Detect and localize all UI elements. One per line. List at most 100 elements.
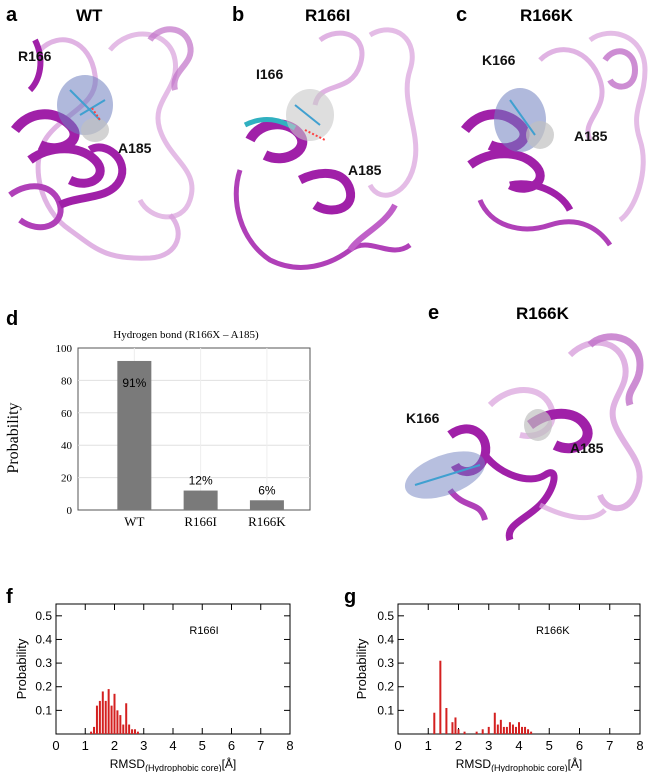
hist-bar [451,722,454,734]
data-label: 12% [189,474,213,488]
hist-bar [521,726,524,734]
x-tick-label: 2 [455,738,462,753]
residue-label-a-185: A185 [118,140,152,156]
y-tick-label: 80 [61,375,73,387]
hist-bar [101,691,104,734]
data-label: 91% [122,376,146,390]
hist-bar [439,660,442,734]
x-tick-label: 7 [606,738,613,753]
protein-structure-e [404,333,644,542]
hist-bar [104,700,107,734]
residue-label-c-166: K166 [482,52,516,68]
hist-bar [113,693,116,734]
hist-bar [454,717,457,734]
residue-label-e-185: A185 [570,440,604,456]
hist-bar [116,710,119,734]
y-tick-label: 60 [61,408,73,420]
y-tick-label: 20 [61,473,73,485]
x-tick-label: R166K [248,514,286,529]
panel-letter-a: a [6,4,18,26]
hist-bar [487,726,490,734]
y-tick-label: 0.3 [377,656,394,670]
y-tick-label: 0.5 [35,609,52,623]
y-tick-label: 0.1 [35,703,52,717]
hist-bar [122,724,125,734]
bars: 91% 12% 6% [117,360,284,510]
hist-bar [107,689,110,734]
y-tick-label: 0.5 [377,609,394,623]
y-ticks: 0 20 40 60 80 100 [56,343,73,517]
residue-label-e-166: K166 [406,410,440,426]
x-tick-label: 3 [140,738,147,753]
y-tick-label: 40 [61,440,73,452]
x-tick-label: 0 [394,738,401,753]
rmsd-histogram-f: 0.1 0.2 0.3 0.4 0.5 0 1 2 3 4 5 6 7 8 R166I Probability… [14,603,294,772]
y-tick-label: 0.4 [377,632,394,646]
y-tick-label: 0 [67,505,73,517]
y-tick-label: 0.2 [35,680,52,694]
hist-bar [133,729,136,734]
hist-bar [502,726,505,734]
hist-bar [136,731,139,734]
x-tick-label: 5 [546,738,553,753]
x-tick-label: 0 [52,738,59,753]
hist-bar [496,724,499,734]
x-tick-label: 7 [257,738,264,753]
protein-structure-c [461,30,648,247]
panel-letter-d: d [6,308,19,330]
protein-structure-a [8,26,195,261]
hist-bar [119,715,122,734]
hist-bar [508,722,511,734]
y-tick-label: 0.3 [35,656,52,670]
chart-title: Hydrogen bond (R166X – A185) [113,329,259,341]
hbond-bar-chart: Hydrogen bond (R166X – A185) Probability… [5,329,311,529]
y-tick-label: 100 [56,343,73,355]
hist-bar [511,724,514,734]
x-tick-label: 6 [576,738,583,753]
x-tick-label: 4 [515,738,522,753]
panel-letter-c: c [456,4,468,26]
hist-bar [530,731,533,734]
hist-bar [493,712,496,734]
x-tick-label: 4 [169,738,176,753]
plot-frame [55,603,291,735]
protein-structure-b [233,27,419,270]
panel-letter-b: b [232,4,245,26]
hist-bar [514,726,517,734]
y-axis-label: Probability [14,638,29,699]
hist-bar [463,731,466,734]
hist-bar [95,705,98,734]
residue-label-a-166: R166 [18,48,52,64]
hist-bar [481,729,484,734]
panel-letter-g: g [344,586,357,608]
hist-bar [499,719,502,734]
residue-label-b-185: A185 [348,162,382,178]
panel-title-c: R166K [520,6,573,25]
data-label: 6% [258,483,276,497]
x-tick-label: 3 [485,738,492,753]
bar-r166k [249,500,284,510]
x-tick-label: 1 [82,738,89,753]
x-tick-label: 5 [199,738,206,753]
panel-letter-f: f [6,586,13,608]
bar-r166i [183,490,218,510]
hist-bar [128,724,131,734]
hist-bar [433,712,436,734]
hist-bar [527,729,530,734]
hist-bar [445,708,448,734]
series-annotation: R166I [189,625,218,637]
x-tick-label: WT [124,514,144,529]
y-axis-label: Probability [5,402,22,473]
x-tick-label: 6 [228,738,235,753]
panel-title-e: R166K [516,304,569,323]
rmsd-histogram-g: 0.1 0.2 0.3 0.4 0.5 0 1 2 3 4 5 6 7 8 R166K Probability… [354,603,644,772]
residue-label-b-166: I166 [256,66,284,82]
y-tick-label: 0.2 [377,680,394,694]
x-axis-label: RMSD(Hydrophobic core)[Å] [110,756,237,772]
series-annotation: R166K [536,625,570,637]
bar-wt [117,360,152,510]
x-tick-label: 2 [111,738,118,753]
y-tick-label: 0.4 [35,632,52,646]
hist-bar [93,726,96,734]
panel-letter-e: e [428,302,440,324]
